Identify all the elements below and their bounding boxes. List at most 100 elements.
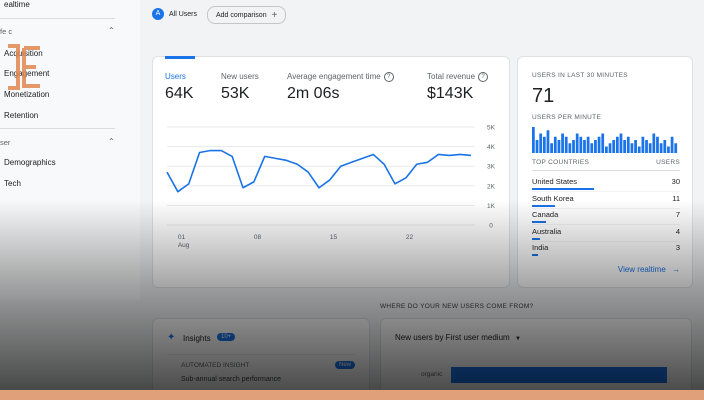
divider [532, 191, 680, 192]
realtime-title: USERS IN LAST 30 MINUTES [532, 72, 628, 79]
minute-bar [674, 143, 678, 153]
country-share-bar [532, 188, 594, 190]
country-share-bar [532, 237, 541, 240]
add-comparison-label: Add comparison [216, 11, 267, 19]
acquisition-row-label: organic [421, 371, 443, 378]
chevron-up-icon[interactable]: ⌃ [108, 137, 115, 146]
minute-bar [608, 143, 612, 153]
country-share-bar [532, 221, 547, 223]
x-month-label: Aug [178, 242, 190, 249]
country-user-count: 30 [671, 177, 680, 186]
sidebar-item-realtime[interactable]: ealtime [4, 0, 30, 9]
minute-bar [656, 136, 659, 153]
dropdown-arrow-icon: ▼ [514, 336, 521, 342]
metric-users-value: 64K [165, 85, 194, 102]
minute-bar [583, 140, 586, 153]
all-users-chip[interactable]: A All Users [152, 6, 197, 22]
minute-bar [568, 143, 572, 153]
brand-logo-icon [8, 44, 40, 90]
metric-engagement-label[interactable]: Average engagement time? [287, 72, 394, 82]
per-minute-label: USERS PER MINUTE [532, 114, 602, 121]
acquisition-dropdown-label: New users by First user medium [395, 333, 510, 342]
minute-bar [634, 140, 637, 153]
add-comparison-button[interactable]: Add comparison + [207, 6, 287, 24]
minute-bar [670, 136, 674, 153]
minute-bar [652, 133, 656, 153]
realtime-value: 71 [532, 85, 555, 107]
sidebar-item-engagement[interactable]: Engagement [4, 69, 50, 78]
realtime-card: USERS IN LAST 30 MINUTES 71 USERS PER MI… [517, 56, 693, 288]
minute-bar [590, 143, 594, 153]
sidebar-section-lifecycle[interactable]: fe c [0, 27, 13, 36]
minute-bar [663, 140, 667, 153]
avatar: A [152, 8, 164, 20]
y-tick-label: 5K [487, 125, 496, 132]
y-tick-label: 1K [487, 203, 496, 210]
sidebar: ealtime fe c ⌃ Acquisition Engagement Mo… [0, 0, 140, 300]
minute-bar [667, 146, 670, 153]
divider [532, 240, 680, 242]
view-realtime-link[interactable]: View realtime → [618, 265, 680, 274]
minute-bar [586, 136, 590, 153]
minute-bar [659, 143, 663, 153]
minute-bar [594, 140, 597, 153]
sidebar-item-retention[interactable]: Retention [4, 111, 39, 120]
metric-revenue-label[interactable]: Total revenue? [427, 72, 489, 82]
acquisition-dropdown[interactable]: New users by First user medium ▼ [395, 333, 521, 342]
minute-bar [612, 140, 616, 153]
metric-new-users-value: 53K [221, 85, 250, 102]
minute-bar [615, 136, 619, 153]
sidebar-section-user[interactable]: ser [0, 138, 11, 147]
y-tick-label: 2K [487, 183, 496, 190]
metric-users-label[interactable]: Users [165, 72, 186, 81]
x-tick-label: 08 [254, 234, 262, 241]
y-tick-label: 0 [489, 223, 493, 230]
acquisition-bar [451, 367, 667, 383]
minute-bar [535, 140, 539, 153]
insight-row-subtitle[interactable]: Sub-annual search performance [181, 376, 282, 383]
users-column-label: USERS [656, 159, 680, 166]
minute-bar [601, 133, 605, 153]
minute-bar [637, 146, 641, 153]
minute-bar [597, 136, 601, 153]
country-user-count: 7 [675, 210, 680, 219]
metric-engagement-value: 2m 06s [287, 85, 340, 102]
minute-bar [542, 136, 546, 153]
country-name: Canada [532, 210, 559, 219]
insights-count-badge: 10+ [217, 333, 236, 341]
minute-bar [539, 133, 543, 153]
sidebar-item-monetization[interactable]: Monetization [4, 90, 50, 99]
divider [532, 224, 680, 225]
minute-bar [623, 140, 626, 153]
metric-engagement-label-text: Average engagement time [287, 72, 381, 82]
metric-new-users-label[interactable]: New users [221, 72, 259, 81]
minute-bar [532, 127, 535, 153]
divider [0, 128, 115, 129]
users-line-chart: 5K 4K 3K 2K 1K 0 01 08 15 22 Aug [166, 125, 496, 249]
sidebar-item-demographics[interactable]: Demographics [4, 158, 56, 167]
x-tick-label: 22 [406, 234, 414, 241]
country-name: United States [532, 177, 578, 186]
help-icon[interactable]: ? [383, 72, 394, 82]
main-content: A All Users Add comparison + Users 64K N… [140, 0, 704, 400]
minute-bar [579, 136, 583, 153]
acquisition-card: New users by First user medium ▼ organic [380, 318, 692, 400]
country-user-count: 11 [672, 193, 680, 203]
arrow-right-icon: → [672, 265, 680, 274]
insight-row-label: AUTOMATED INSIGHT [181, 362, 250, 369]
divider [167, 354, 355, 355]
country-share-bar [532, 254, 539, 256]
help-icon[interactable]: ? [478, 72, 489, 82]
minute-bar [550, 143, 553, 153]
acquisition-heading: WHERE DO YOUR NEW USERS COME FROM? [380, 303, 534, 310]
minute-bar [546, 130, 550, 153]
metric-revenue-value: $143K [427, 85, 474, 102]
insights-card: ✦ Insights 10+ AUTOMATED INSIGHT New Sub… [152, 318, 370, 400]
divider [532, 170, 680, 171]
all-users-label: All Users [169, 10, 198, 18]
minute-bar [564, 136, 568, 153]
minute-bar [561, 133, 564, 153]
chevron-up-icon[interactable]: ⌃ [108, 26, 115, 35]
divider [532, 207, 680, 209]
sidebar-item-tech[interactable]: Tech [4, 179, 21, 188]
